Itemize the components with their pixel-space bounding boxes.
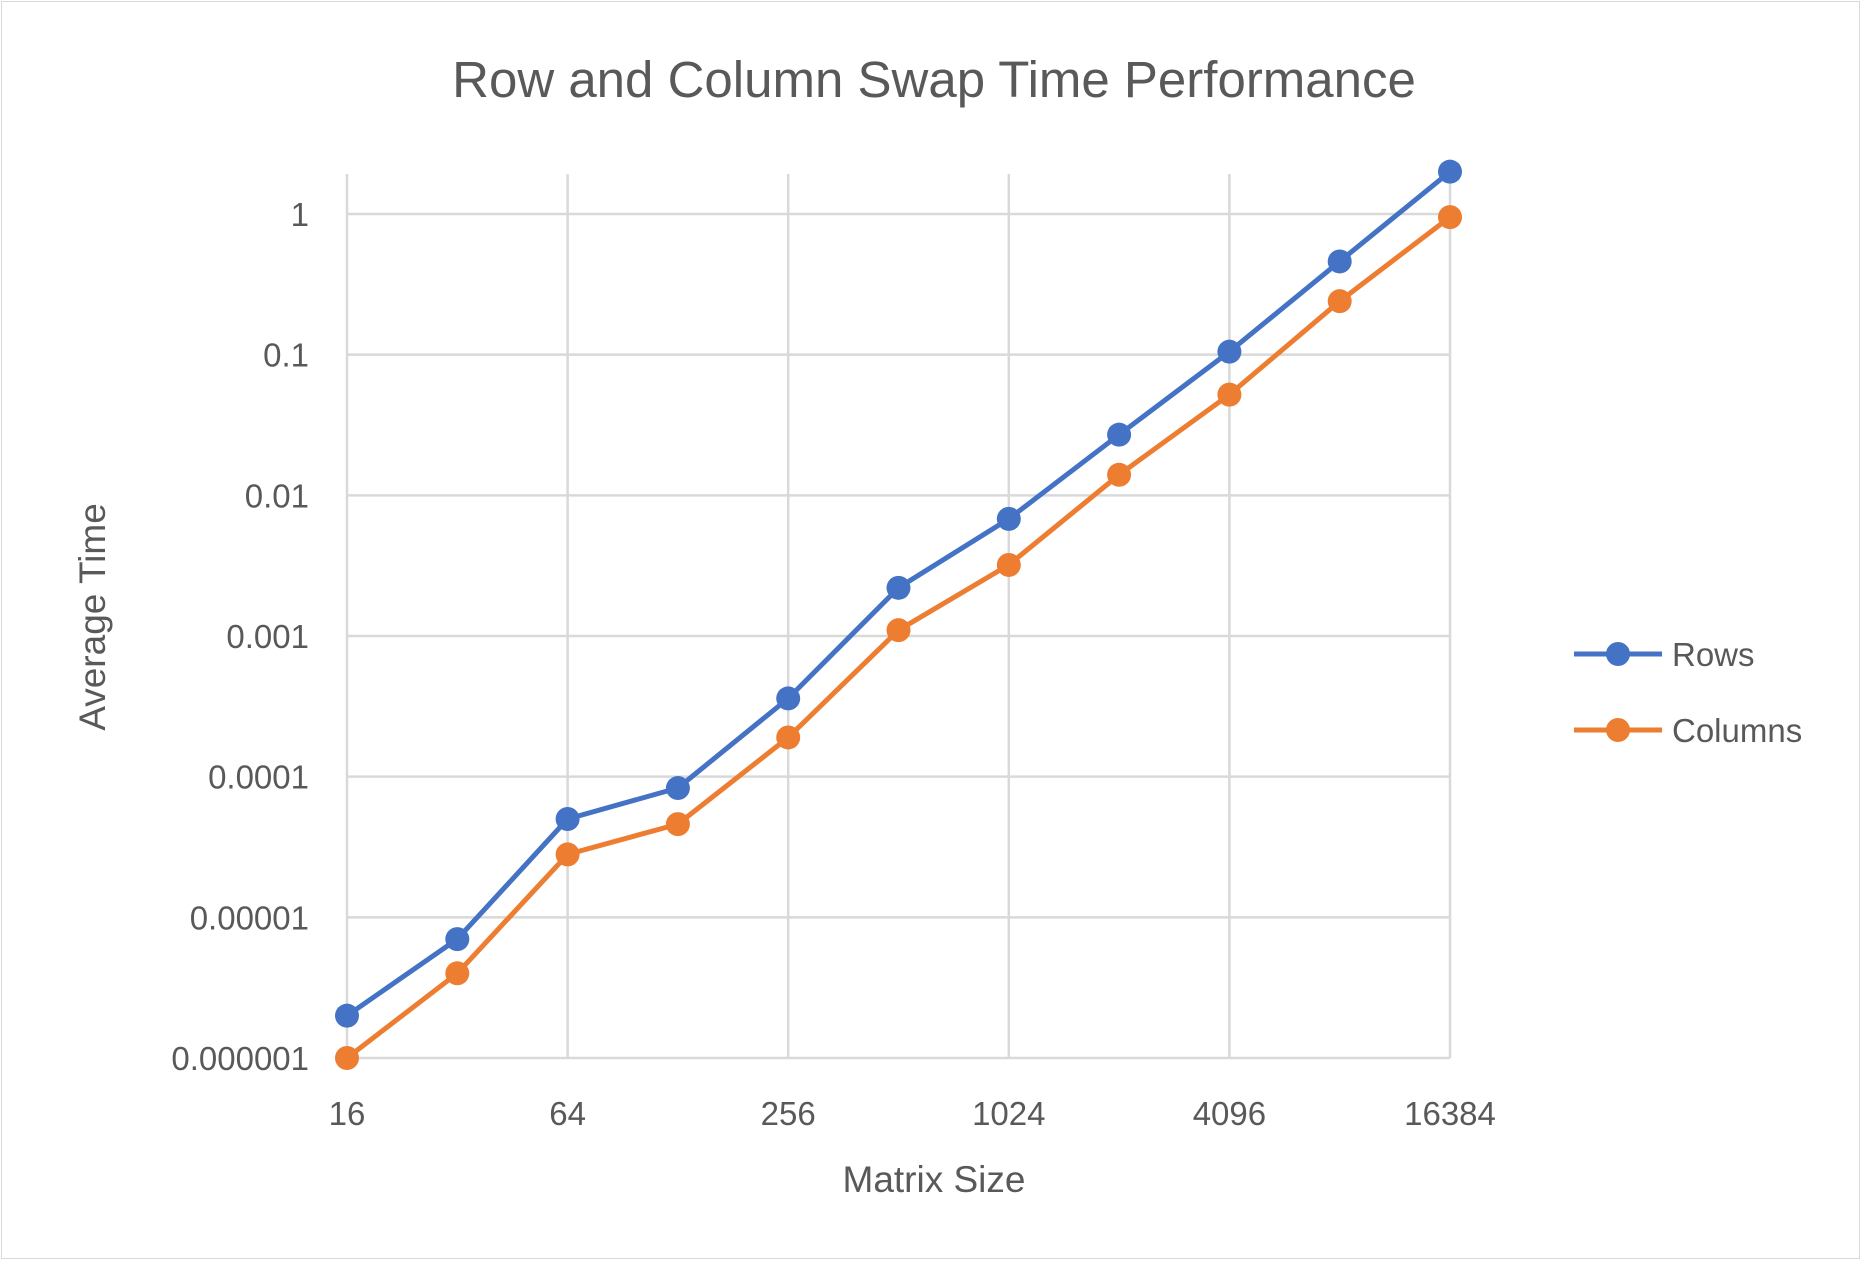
chart-title: Row and Column Swap Time Performance (452, 51, 1416, 108)
series-lines (335, 159, 1462, 1070)
legend-swatch-marker (1606, 642, 1630, 666)
y-tick-label: 0.0001 (208, 759, 309, 796)
data-point (555, 807, 580, 832)
data-point (445, 961, 470, 986)
y-tick-label: 1 (291, 196, 309, 233)
x-tick-label: 64 (549, 1095, 586, 1132)
data-point (776, 725, 801, 750)
y-tick-label: 0.1 (263, 337, 309, 374)
gridlines (345, 174, 1452, 1060)
data-point (886, 575, 911, 600)
data-point (665, 776, 690, 801)
data-point (1107, 422, 1132, 447)
data-point (445, 927, 470, 952)
y-tick-label: 0.000001 (171, 1040, 309, 1077)
data-point (776, 686, 801, 711)
y-tick-label: 0.01 (245, 477, 309, 514)
data-point (335, 1046, 359, 1070)
data-point (1327, 249, 1352, 274)
data-point (996, 506, 1021, 531)
y-axis-title: Average Time (72, 503, 113, 731)
data-point (555, 842, 580, 867)
data-point (886, 618, 911, 643)
y-tick-label: 0.00001 (190, 899, 309, 936)
x-axis-ticks: 16 64 256 1024 4096 16384 (329, 1095, 1496, 1132)
x-tick-label: 1024 (972, 1095, 1045, 1132)
data-point (1327, 289, 1352, 314)
data-point (335, 1003, 359, 1028)
series-columns (335, 205, 1462, 1070)
x-axis-title: Matrix Size (843, 1159, 1026, 1200)
legend: Rows Columns (1574, 636, 1802, 749)
x-tick-label: 16 (329, 1095, 366, 1132)
legend-label: Rows (1672, 636, 1755, 673)
data-point (665, 812, 690, 837)
data-point (1107, 462, 1132, 487)
legend-label: Columns (1672, 712, 1802, 749)
legend-swatch-marker (1606, 718, 1630, 742)
data-point (1438, 159, 1462, 184)
legend-item-rows: Rows (1574, 636, 1755, 673)
data-point (996, 552, 1021, 577)
x-tick-label: 4096 (1193, 1095, 1266, 1132)
legend-item-columns: Columns (1574, 712, 1802, 749)
y-axis-ticks: 0.000001 0.00001 0.0001 0.001 0.01 0.1 1 (171, 196, 309, 1077)
x-tick-label: 256 (761, 1095, 816, 1132)
series-rows (335, 159, 1462, 1028)
y-tick-label: 0.001 (226, 618, 309, 655)
data-point (1217, 382, 1242, 407)
data-point (1217, 339, 1242, 364)
x-tick-label: 16384 (1404, 1095, 1496, 1132)
data-point (1438, 205, 1462, 230)
